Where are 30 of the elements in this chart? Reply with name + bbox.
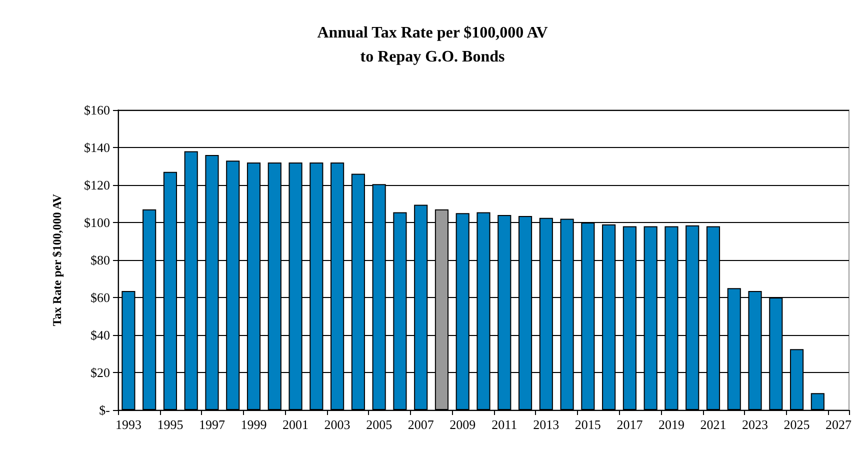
- x-tick-label: 2021: [700, 417, 726, 432]
- y-tick-label: $160: [84, 102, 110, 118]
- x-tick-label: 2015: [574, 417, 601, 432]
- x-tick-label: 2001: [282, 417, 309, 432]
- x-tick-label: 1995: [157, 417, 184, 432]
- x-tick-label: 2017: [616, 417, 644, 432]
- y-tick-label: $100: [84, 215, 110, 230]
- x-tick-label: 1999: [240, 417, 267, 432]
- y-tick-label: $40: [90, 328, 110, 342]
- y-tick-label: $20: [90, 365, 110, 380]
- chart-title: Annual Tax Rate per $100,000 AV to Repay G.O. Bonds: [317, 24, 548, 66]
- y-tick-label: $-: [99, 402, 110, 418]
- x-tick-label: 2019: [658, 417, 684, 432]
- y-tick-label: $60: [90, 290, 110, 305]
- y-tick-label: $140: [84, 140, 110, 155]
- y-tick-label: $120: [84, 178, 110, 192]
- x-tick-label: 2011: [492, 417, 518, 432]
- x-tick-label: 2005: [366, 417, 392, 432]
- y-axis-title: Tax Rate per $100,000 AV: [50, 194, 64, 326]
- x-tick-label: 1997: [198, 417, 226, 432]
- x-tick-label: 2027: [826, 417, 852, 432]
- x-tick-label: 2003: [324, 417, 350, 432]
- bar: [810, 393, 824, 410]
- x-tick-label: 2025: [784, 417, 810, 432]
- x-tick-label: 2013: [533, 417, 560, 432]
- x-tick-label: 2009: [450, 417, 476, 432]
- x-tick-label: 1993: [115, 417, 142, 432]
- x-tick-label: 2007: [408, 417, 434, 432]
- x-tick-label: 2023: [742, 417, 768, 432]
- y-tick-label: $80: [90, 252, 110, 268]
